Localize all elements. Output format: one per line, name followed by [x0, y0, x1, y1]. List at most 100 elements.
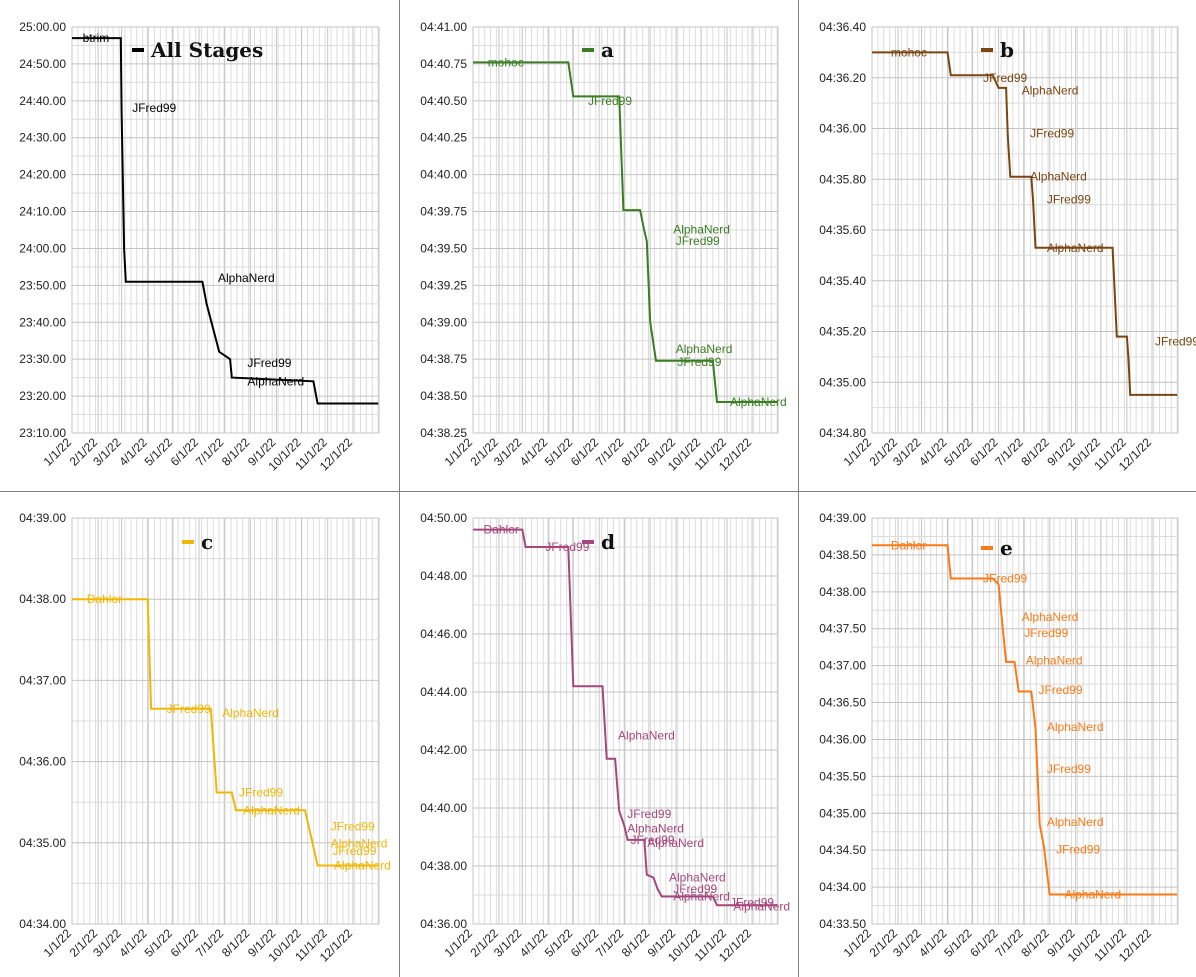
legend-label: d [601, 530, 615, 554]
y-tick-label: 24:30.00 [19, 131, 66, 145]
y-tick-label: 04:40.00 [420, 168, 467, 182]
y-tick-label: 04:37.00 [819, 659, 866, 673]
x-tick-label: 1/1/22 [442, 435, 476, 469]
annotation-label: AlphaNerd [222, 706, 279, 720]
y-tick-label: 04:34.00 [19, 917, 66, 931]
chart-stage-d: 04:36.00 04:38.00 04:40.00 04:42.00 04:44.00… [400, 492, 798, 977]
x-tick-label: 3/1/22 [491, 926, 525, 960]
y-tick-label: 04:39.50 [420, 241, 467, 255]
annotation-label: mohoc [891, 45, 927, 59]
annotation-label: JFred99 [167, 702, 211, 716]
x-tick-label: 4/1/22 [116, 926, 150, 960]
y-tick-label: 23:30.00 [19, 352, 66, 366]
y-tick-label: 04:35.20 [819, 325, 866, 339]
x-tick-label: 1/1/22 [442, 926, 476, 960]
annotation-label: AlphaNerd [1047, 720, 1104, 734]
annotation-label: JFred99 [676, 234, 720, 248]
y-tick-label: 04:35.60 [819, 223, 866, 237]
series-line [72, 37, 379, 405]
x-tick-label: 3/1/22 [90, 435, 124, 469]
y-tick-label: 04:40.00 [420, 801, 467, 815]
y-tick-label: 04:39.00 [819, 511, 866, 525]
x-tick-label: 5/1/22 [941, 435, 975, 469]
y-tick-label: 04:38.50 [819, 548, 866, 562]
grid [71, 517, 380, 925]
legend-label: All Stages [150, 38, 263, 62]
legend-label: a [601, 38, 614, 62]
annotation-label: AlphaNerd [618, 729, 675, 743]
x-tick-label: 7/1/22 [992, 926, 1026, 960]
x-tick-label: 7/1/22 [992, 435, 1026, 469]
annotation-label: AlphaNerd [1064, 887, 1121, 901]
y-tick-label: 04:39.75 [420, 205, 467, 219]
y-tick-label: 04:37.00 [19, 673, 66, 687]
annotation-label: AlphaNerd [218, 271, 275, 285]
annotation-label: AlphaNerd [1026, 653, 1083, 667]
y-tick-label: 24:40.00 [19, 94, 66, 108]
x-tick-label: 6/1/22 [168, 926, 202, 960]
y-tick-label: 04:35.50 [819, 769, 866, 783]
legend-swatch [582, 540, 594, 544]
annotation-label: AlphaNerd [1047, 815, 1104, 829]
y-tick-label: 04:35.80 [819, 172, 866, 186]
divider-vertical-right [798, 0, 799, 977]
y-tick-label: 23:10.00 [19, 426, 66, 440]
chart-svg-e: 04:33.50 04:34.00 04:34.50 04:35.00 04:35.50… [819, 511, 1179, 964]
x-tick-label: 8/1/22 [619, 435, 653, 469]
y-tick-label: 25:00.00 [19, 20, 66, 34]
annotation-label: JFred99 [627, 807, 671, 821]
annotation-label: AlphaNerd [647, 836, 704, 850]
legend-swatch [582, 48, 594, 52]
y-tick-label: 04:36.50 [819, 696, 866, 710]
grid [871, 26, 1179, 434]
y-tick-label: 04:34.00 [819, 880, 866, 894]
x-tick-label: 5/1/22 [542, 926, 576, 960]
y-tick-label: 04:40.50 [420, 94, 467, 108]
chart-svg-all-stages: 23:10.00 23:20.00 23:30.00 23:40.00 23:50.00… [19, 20, 380, 473]
annotation-label: mohoc [488, 55, 524, 69]
annotation-label: Dahlor [87, 592, 122, 606]
x-tick-label: 5/1/22 [542, 435, 576, 469]
y-tick-label: 04:33.50 [819, 917, 866, 931]
annotation-label: AlphaNerd [247, 374, 304, 388]
annotation-label: JFred99 [983, 572, 1027, 586]
x-tick-label: 5/1/22 [142, 926, 176, 960]
y-tick-label: 24:10.00 [19, 205, 66, 219]
y-tick-label: 04:50.00 [420, 511, 467, 525]
annotation-label: AlphaNerd [1022, 83, 1079, 97]
annotation-label: JFred99 [1047, 762, 1091, 776]
y-tick-label: 04:44.00 [420, 685, 467, 699]
x-tick-label: 3/1/22 [890, 435, 924, 469]
chart-svg-a: 04:38.25 04:38.50 04:38.75 04:39.00 04:39.25… [420, 20, 786, 473]
x-tick-label: 8/1/22 [1018, 435, 1052, 469]
annotation-label: AlphaNerd [1047, 241, 1104, 255]
divider-vertical-left [399, 0, 400, 977]
series-line [872, 544, 1178, 896]
annotation-label: JFred99 [1030, 127, 1074, 141]
annotation-label: JFred99 [1038, 683, 1082, 697]
divider-horizontal [0, 491, 1196, 492]
annotation-label: Dahlor [484, 523, 519, 537]
annotation-label: AlphaNerd [243, 803, 300, 817]
annotation-label: JFred99 [247, 356, 291, 370]
series-line [473, 528, 778, 907]
y-tick-label: 04:38.00 [420, 859, 467, 873]
y-tick-label: 04:39.00 [19, 511, 66, 525]
y-tick-label: 04:41.00 [420, 20, 467, 34]
y-tick-label: 24:20.00 [19, 168, 66, 182]
y-tick-label: 23:50.00 [19, 278, 66, 292]
y-tick-label: 04:35.00 [819, 375, 866, 389]
y-tick-label: 04:34.50 [819, 843, 866, 857]
y-tick-label: 04:39.00 [420, 315, 467, 329]
legend-swatch [182, 540, 194, 544]
chart-stage-a: 04:38.25 04:38.50 04:38.75 04:39.00 04:39.25… [400, 0, 798, 491]
annotation-label: JFred99 [1056, 842, 1100, 856]
x-tick-label: 7/1/22 [593, 926, 627, 960]
grid [71, 26, 380, 434]
y-tick-label: 04:48.00 [420, 569, 467, 583]
y-tick-label: 04:37.50 [819, 622, 866, 636]
x-tick-label: 5/1/22 [941, 926, 975, 960]
x-tick-label: 8/1/22 [219, 435, 253, 469]
y-tick-label: 04:34.80 [819, 426, 866, 440]
y-tick-label: 24:00.00 [19, 241, 66, 255]
